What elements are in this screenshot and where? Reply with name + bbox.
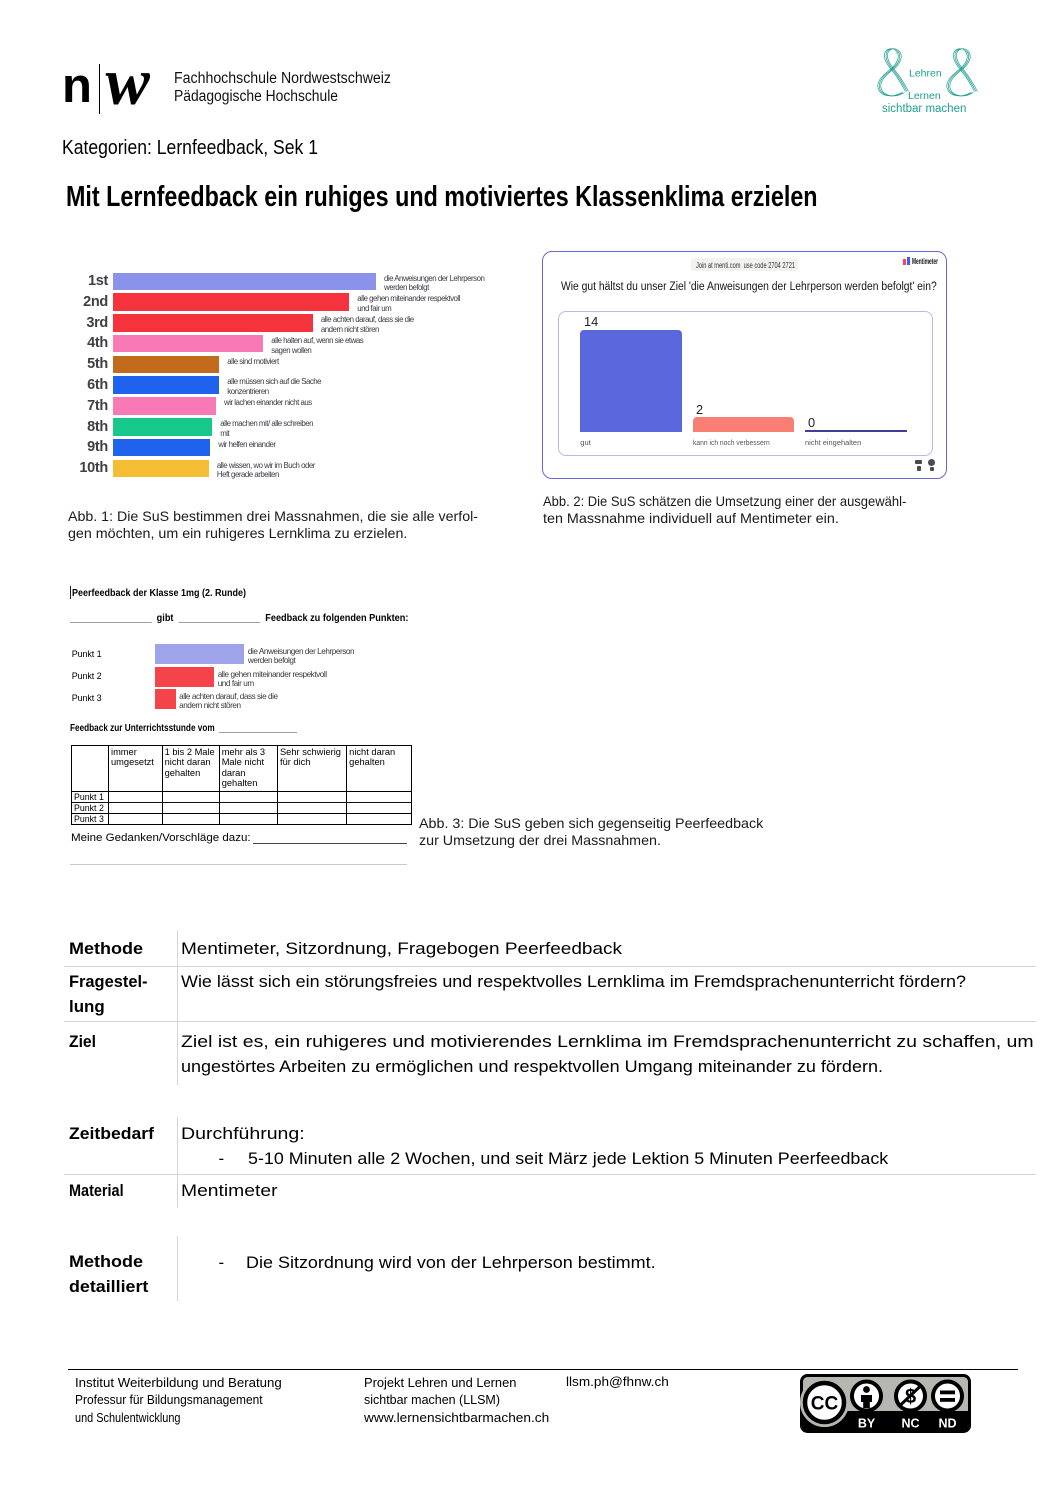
svg-text:sichtbar machen: sichtbar machen bbox=[882, 103, 966, 115]
svg-text:Lernen: Lernen bbox=[908, 90, 941, 102]
svg-text:ND: ND bbox=[938, 1417, 956, 1431]
svg-text:Lehren: Lehren bbox=[909, 68, 942, 80]
svg-text:CC: CC bbox=[811, 1394, 839, 1415]
svg-text:BY: BY bbox=[858, 1417, 876, 1431]
svg-text:NC: NC bbox=[901, 1417, 919, 1431]
